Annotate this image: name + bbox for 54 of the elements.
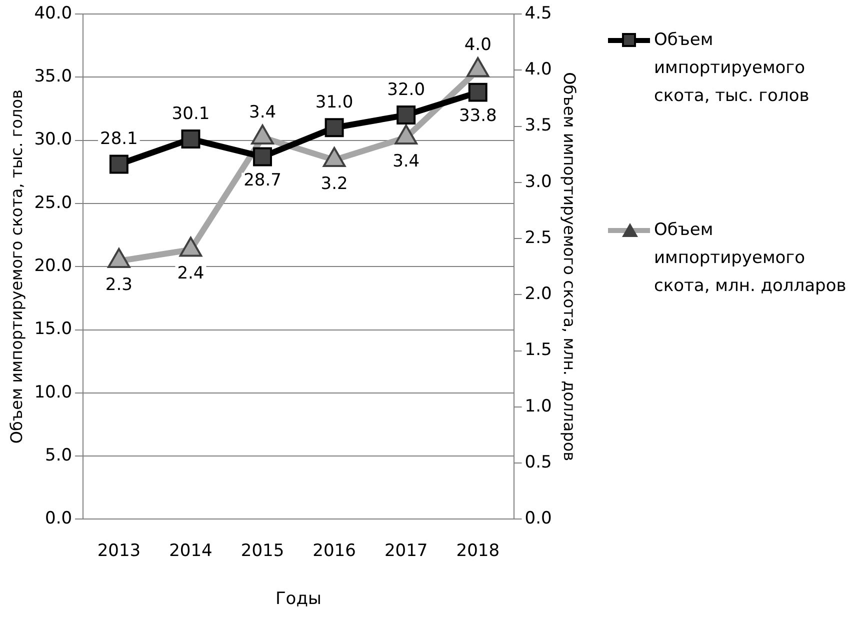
y-tick-label: 5.0 — [45, 445, 72, 466]
y-tick-label: 15.0 — [34, 319, 72, 340]
data-label: 2.3 — [105, 274, 132, 295]
legend-label: Объем импортируемого скота, млн. долларов — [654, 219, 848, 298]
data-label: 31.0 — [315, 92, 354, 113]
y-tick-label: 10.0 — [34, 382, 72, 402]
point — [394, 124, 418, 144]
y2-tick-label: 0.0 — [524, 508, 552, 529]
point — [322, 146, 346, 167]
data-label: 3.2 — [320, 174, 348, 194]
y-tick-label: 40.0 — [34, 3, 72, 24]
data-label: 30.1 — [172, 104, 210, 124]
y2-tick-label: 3.0 — [524, 172, 552, 192]
data-label: 32.0 — [387, 80, 426, 100]
y-tick-label: 30.0 — [34, 130, 72, 150]
data-label: 28.1 — [100, 129, 138, 150]
y2-tick-label: 1.0 — [524, 396, 552, 416]
data-label: 4.0 — [464, 35, 492, 56]
y-tick-label: 20.0 — [34, 256, 72, 276]
y2-tick-label: 3.5 — [524, 116, 552, 136]
y2-tick-label: 2.5 — [524, 228, 552, 248]
point — [181, 130, 200, 149]
point — [251, 124, 274, 144]
x-tick-label: 2018 — [456, 540, 500, 561]
y2-tick-label: 1.5 — [524, 340, 552, 360]
y2-tick-label: 2.0 — [524, 284, 552, 304]
x-tick-label: 2013 — [97, 540, 141, 561]
x-tick-label: 2017 — [384, 540, 428, 561]
point — [253, 147, 272, 166]
point — [396, 106, 416, 125]
x-tick-label: 2016 — [312, 540, 356, 561]
point — [468, 82, 488, 102]
data-label: 28.7 — [244, 170, 282, 191]
y2-axis-title: Объем импортируемого скота, млн. долларов — [560, 72, 580, 462]
point — [466, 57, 490, 78]
x-axis-title: Годы — [275, 589, 322, 610]
point — [109, 154, 128, 174]
y2-tick-label: 4.5 — [524, 3, 552, 24]
x-tick-label: 2014 — [169, 540, 212, 561]
legend-label: Объем импортируемого скота, тыс. голов — [654, 29, 810, 108]
x-tick-label: 2015 — [240, 540, 284, 561]
y-axis-title: Объем импортируемого скота, тыс. голов — [6, 90, 26, 444]
data-label: 3.4 — [392, 151, 420, 172]
data-label: 3.4 — [248, 102, 276, 122]
y2-tick-label: 4.0 — [524, 60, 552, 80]
y-tick-label: 35.0 — [34, 66, 72, 87]
point — [179, 236, 202, 257]
point — [108, 248, 130, 268]
y-tick-label: 25.0 — [34, 192, 72, 213]
y2-tick-label: 0.5 — [524, 452, 552, 472]
y-tick-label: 0.0 — [45, 508, 72, 529]
point — [324, 118, 344, 138]
data-label: 33.8 — [458, 106, 497, 126]
data-label: 2.4 — [177, 264, 204, 284]
